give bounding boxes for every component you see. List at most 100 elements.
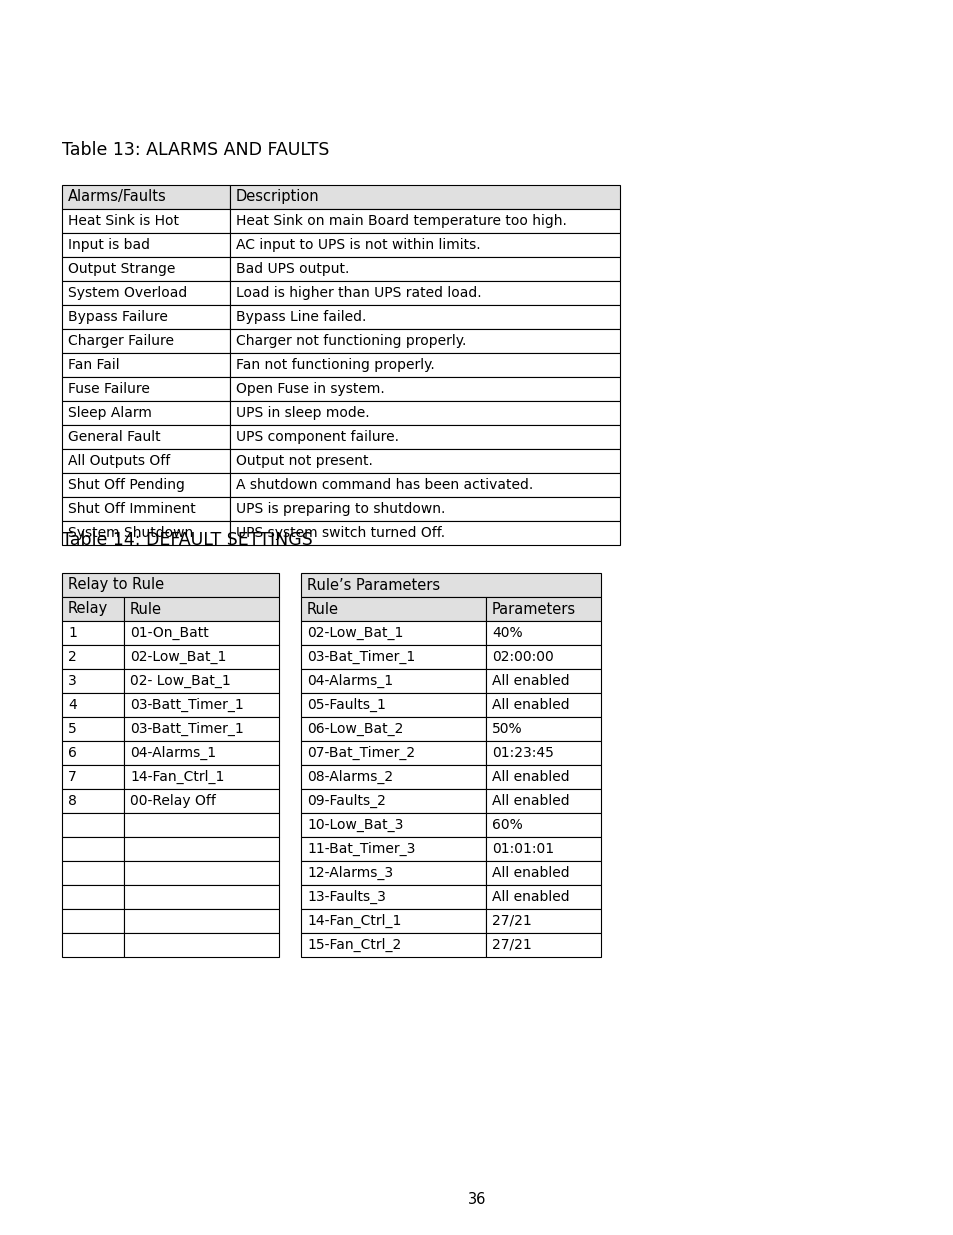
Bar [485,669,600,693]
Text: 03-Bat_Timer_1: 03-Bat_Timer_1 [307,650,415,664]
Bar [124,909,278,932]
Text: Rule: Rule [307,601,338,616]
Bar [124,789,278,813]
Bar [62,621,124,645]
Text: UPS system switch turned Off.: UPS system switch turned Off. [235,526,445,540]
Text: UPS component failure.: UPS component failure. [235,430,398,445]
Text: All enabled: All enabled [492,769,569,784]
Text: Description: Description [235,189,319,205]
Bar [485,718,600,741]
Text: 27/21: 27/21 [492,914,531,927]
Bar [62,597,124,621]
Bar [485,741,600,764]
Bar [301,885,485,909]
Text: Parameters: Parameters [492,601,576,616]
Text: 3: 3 [68,674,76,688]
Bar [301,789,485,813]
Text: Relay to Rule: Relay to Rule [68,578,164,593]
Text: Open Fuse in system.: Open Fuse in system. [235,382,384,396]
Text: 7: 7 [68,769,76,784]
Bar [301,813,485,837]
Bar [62,909,124,932]
Bar [62,861,124,885]
Text: AC input to UPS is not within limits.: AC input to UPS is not within limits. [235,238,480,252]
Text: 00-Relay Off: 00-Relay Off [130,794,215,808]
Text: All Outputs Off: All Outputs Off [68,454,170,468]
Bar [485,645,600,669]
Text: 50%: 50% [492,722,522,736]
Text: 27/21: 27/21 [492,939,531,952]
Bar [230,282,619,305]
Text: All enabled: All enabled [492,794,569,808]
Bar [301,718,485,741]
Bar [62,401,230,425]
Bar [301,909,485,932]
Text: All enabled: All enabled [492,698,569,713]
Text: 14-Fan_Ctrl_1: 14-Fan_Ctrl_1 [307,914,401,927]
Text: Rule’s Parameters: Rule’s Parameters [307,578,439,593]
Text: Load is higher than UPS rated load.: Load is higher than UPS rated load. [235,287,481,300]
Text: 1: 1 [68,626,77,640]
Text: Alarms/Faults: Alarms/Faults [68,189,167,205]
Text: Charger not functioning properly.: Charger not functioning properly. [235,333,466,348]
Text: 02-Low_Bat_1: 02-Low_Bat_1 [307,626,403,640]
Bar [485,693,600,718]
Bar [230,353,619,377]
Text: Output not present.: Output not present. [235,454,373,468]
Text: Relay: Relay [68,601,108,616]
Text: 14-Fan_Ctrl_1: 14-Fan_Ctrl_1 [130,769,224,784]
Text: 02-Low_Bat_1: 02-Low_Bat_1 [130,650,226,664]
Text: 04-Alarms_1: 04-Alarms_1 [130,746,216,760]
Bar [62,521,230,545]
Bar [485,909,600,932]
Bar [485,764,600,789]
Bar [301,669,485,693]
Bar [124,837,278,861]
Bar [124,764,278,789]
Text: 04-Alarms_1: 04-Alarms_1 [307,674,393,688]
Bar [62,764,124,789]
Text: 40%: 40% [492,626,522,640]
Text: Sleep Alarm: Sleep Alarm [68,406,152,420]
Bar [301,741,485,764]
Text: 5: 5 [68,722,76,736]
Text: 4: 4 [68,698,76,713]
Text: Rule: Rule [130,601,162,616]
Bar [124,597,278,621]
Bar [230,496,619,521]
Bar [230,377,619,401]
Text: Bad UPS output.: Bad UPS output. [235,262,349,275]
Bar [62,496,230,521]
Bar [62,233,230,257]
Bar [485,789,600,813]
Bar [230,305,619,329]
Text: Table 14: DEFAULT SETTINGS: Table 14: DEFAULT SETTINGS [62,531,313,550]
Text: All enabled: All enabled [492,674,569,688]
Text: 01:01:01: 01:01:01 [492,842,554,856]
Text: Heat Sink is Hot: Heat Sink is Hot [68,214,179,228]
Bar [485,885,600,909]
Bar [230,233,619,257]
Bar [230,185,619,209]
Bar [485,813,600,837]
Text: Charger Failure: Charger Failure [68,333,173,348]
Bar [301,861,485,885]
Bar [301,645,485,669]
Bar [124,813,278,837]
Bar [124,885,278,909]
Text: Bypass Line failed.: Bypass Line failed. [235,310,366,324]
Bar [124,718,278,741]
Bar [62,789,124,813]
Bar [62,305,230,329]
Bar [124,693,278,718]
Text: 11-Bat_Timer_3: 11-Bat_Timer_3 [307,842,415,856]
Text: 06-Low_Bat_2: 06-Low_Bat_2 [307,722,403,736]
Bar [485,597,600,621]
Bar [62,282,230,305]
Text: System Shutdown: System Shutdown [68,526,193,540]
Bar [62,473,230,496]
Text: 36: 36 [467,1193,486,1208]
Text: 09-Faults_2: 09-Faults_2 [307,794,385,808]
Bar [301,597,485,621]
Bar [62,329,230,353]
